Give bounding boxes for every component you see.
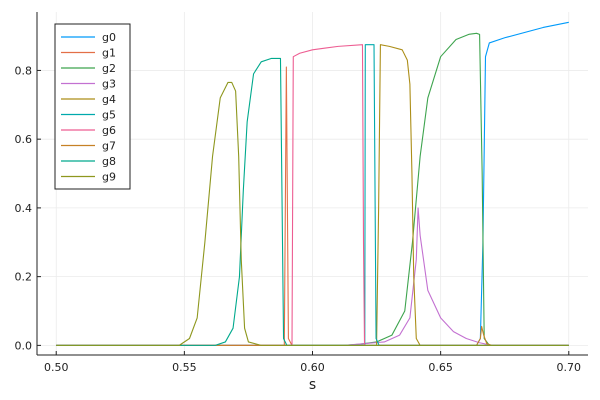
legend: g0 g1 g2 g3 g4 g5 g6 g7 g8 g9 [54, 23, 131, 190]
series-group [56, 21, 569, 346]
legend-label-g0: g0 [102, 31, 116, 44]
legend-label-g9: g9 [102, 171, 116, 184]
legend-box [54, 23, 131, 190]
x-tick-label: 0.60 [300, 361, 325, 374]
series-line-g9 [56, 81, 569, 346]
series-line-g6 [56, 44, 569, 346]
series-line-g4 [56, 44, 569, 346]
x-tick-label: 0.65 [428, 361, 453, 374]
legend-label-g7: g7 [102, 140, 116, 153]
legend-label-g5: g5 [102, 109, 116, 122]
legend-label-g4: g4 [102, 93, 116, 106]
legend-label-g3: g3 [102, 78, 116, 91]
series-line-g3 [56, 207, 569, 346]
series-line-g8 [56, 57, 569, 346]
legend-label-g2: g2 [102, 62, 116, 75]
legend-label-g8: g8 [102, 155, 116, 168]
y-tick-label: 0.8 [15, 64, 33, 77]
y-tick-label: 0.4 [15, 202, 33, 215]
y-tick-label: 0.0 [15, 339, 33, 352]
x-tick-label: 0.70 [557, 361, 582, 374]
ticks: 0.50 0.55 0.60 0.65 0.70 0.0 0.2 0.4 0.6 0.8 [15, 64, 582, 374]
legend-label-g1: g1 [102, 47, 116, 60]
x-tick-label: 0.50 [44, 361, 69, 374]
x-tick-label: 0.55 [172, 361, 197, 374]
x-axis-label: s [309, 377, 316, 393]
legend-label-g6: g6 [102, 124, 116, 137]
y-tick-label: 0.2 [15, 271, 33, 284]
y-tick-label: 0.6 [15, 133, 33, 146]
